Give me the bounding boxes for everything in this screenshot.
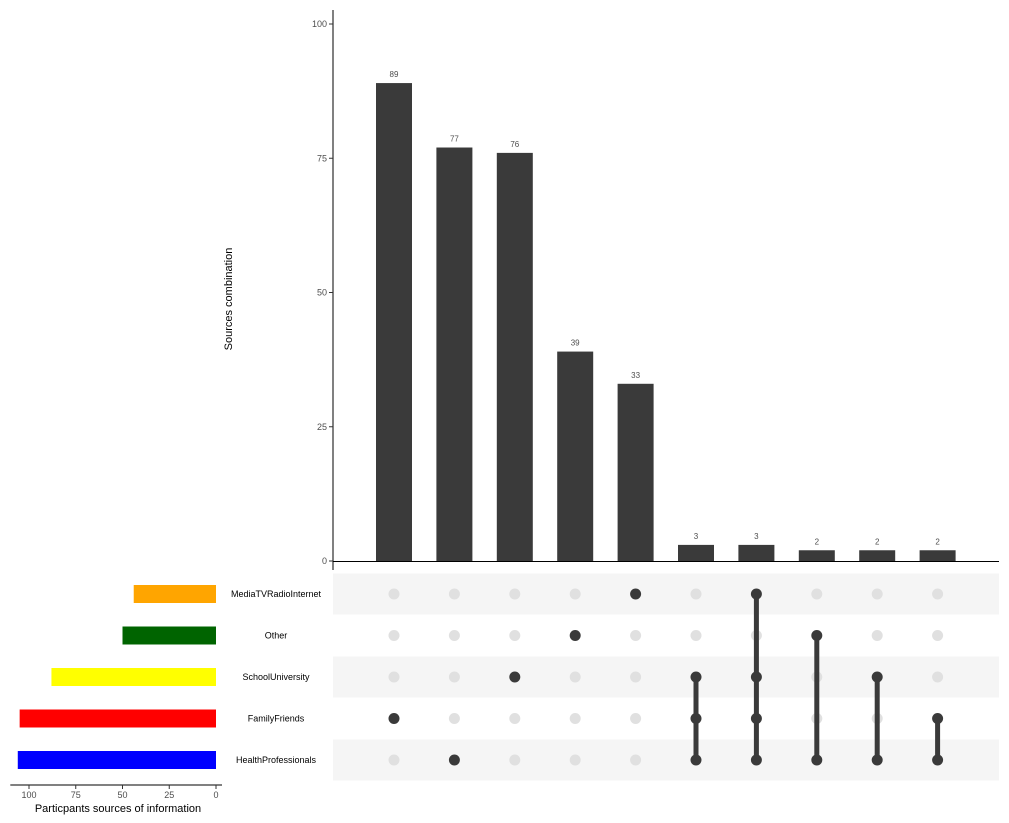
matrix-dot-active: [750, 754, 762, 766]
matrix-dot-active: [750, 671, 762, 683]
intersection-bar: [678, 544, 714, 561]
matrix-dot-inactive: [509, 713, 521, 724]
matrix-dot-inactive: [871, 630, 883, 641]
matrix-stripe: [333, 739, 999, 781]
matrix-dot-inactive: [871, 588, 883, 600]
y-tick-label: 25: [317, 422, 327, 432]
matrix-dot-inactive: [690, 630, 702, 641]
matrix-dot-active: [690, 754, 702, 766]
bar-value-label: 2: [935, 537, 940, 546]
matrix-dot-active: [932, 713, 944, 724]
matrix-dot-inactive: [569, 754, 581, 766]
intersection-matrix: [333, 573, 999, 781]
matrix-dot-active: [750, 588, 762, 600]
y-tick-label: 0: [322, 556, 327, 566]
intersection-bar: [798, 550, 835, 561]
y-axis-title: Sources combination: [223, 248, 235, 351]
set-size-bar: [133, 585, 216, 603]
matrix-dot-inactive: [448, 630, 460, 641]
matrix-dot-inactive: [509, 588, 521, 600]
y-tick-label: 75: [317, 153, 327, 163]
matrix-dot-inactive: [569, 588, 581, 600]
matrix-dot-active: [750, 713, 762, 724]
matrix-dot-inactive: [509, 630, 521, 641]
matrix-dot-inactive: [811, 588, 823, 600]
matrix-dot-active: [811, 754, 823, 766]
matrix-dot-inactive: [630, 713, 642, 724]
matrix-dot-inactive: [388, 671, 400, 683]
matrix-dot-active: [569, 630, 581, 641]
set-size-tick-label: 50: [117, 790, 127, 800]
matrix-dot-active: [630, 588, 642, 600]
intersection-bar: [859, 550, 896, 561]
y-tick-label: 50: [317, 288, 327, 298]
bar-value-label: 2: [875, 537, 880, 546]
set-name-label: Other: [265, 631, 288, 641]
bar-value-label: 39: [571, 339, 580, 348]
bar-value-label: 76: [510, 140, 519, 149]
matrix-dot-active: [871, 754, 883, 766]
bar-value-label: 77: [450, 135, 459, 144]
set-size-tick-label: 0: [213, 790, 218, 800]
set-size-tick-label: 25: [164, 790, 174, 800]
matrix-stripe: [333, 656, 999, 698]
bar-value-label: 2: [815, 537, 820, 546]
matrix-dot-inactive: [932, 671, 944, 683]
set-size-bar: [122, 626, 216, 645]
matrix-dot-inactive: [569, 671, 581, 683]
y-tick-label: 100: [312, 19, 327, 29]
matrix-dot-inactive: [388, 754, 400, 766]
matrix-dot-active: [509, 671, 521, 683]
matrix-dot-inactive: [690, 588, 702, 600]
bar-value-label: 3: [694, 532, 699, 541]
set-size-tick-label: 100: [21, 790, 36, 800]
set-size-bar: [19, 709, 217, 728]
matrix-dot-inactive: [630, 630, 642, 641]
bar-value-label: 89: [390, 70, 399, 79]
matrix-dot-active: [388, 713, 400, 724]
matrix-dot-inactive: [630, 671, 642, 683]
set-size-bar: [17, 751, 217, 769]
bar-value-label: 33: [631, 371, 640, 380]
matrix-dot-active: [690, 671, 702, 683]
matrix-dot-active: [448, 754, 460, 766]
intersection-bar: [617, 383, 654, 561]
intersection-bar: [557, 351, 594, 561]
matrix-dot-inactive: [388, 630, 400, 641]
matrix-dot-active: [932, 754, 944, 766]
matrix-dot-active: [871, 671, 883, 683]
matrix-dot-inactive: [509, 754, 521, 766]
matrix-stripe: [333, 573, 999, 615]
matrix-dot-active: [811, 630, 823, 641]
matrix-dot-inactive: [448, 671, 460, 683]
set-name-label: HealthProfessionals: [236, 755, 317, 765]
intersection-bar: [738, 544, 775, 561]
set-size-tick-label: 75: [71, 790, 81, 800]
intersection-bar: [376, 83, 412, 561]
set-size-axis-title: Particpants sources of information: [35, 803, 201, 815]
matrix-dot-inactive: [932, 588, 944, 600]
intersection-bar: [436, 147, 473, 561]
set-size-panel: MediaTVRadioInternet Other SchoolUniversit…: [10, 585, 322, 800]
set-name-label: SchoolUniversity: [242, 672, 310, 682]
set-name-label: FamilyFriends: [248, 714, 305, 724]
intersection-bar: [496, 152, 533, 561]
set-name-label: MediaTVRadioInternet: [231, 589, 322, 599]
matrix-dot-inactive: [448, 588, 460, 600]
matrix-dot-inactive: [932, 630, 944, 641]
matrix-dot-inactive: [448, 713, 460, 724]
matrix-dot-active: [690, 713, 702, 724]
matrix-dot-inactive: [569, 713, 581, 724]
matrix-dot-inactive: [388, 588, 400, 600]
bar-value-label: 3: [754, 532, 759, 541]
intersection-bar: [919, 550, 956, 561]
set-size-bar: [51, 668, 216, 686]
matrix-dot-inactive: [630, 754, 642, 766]
